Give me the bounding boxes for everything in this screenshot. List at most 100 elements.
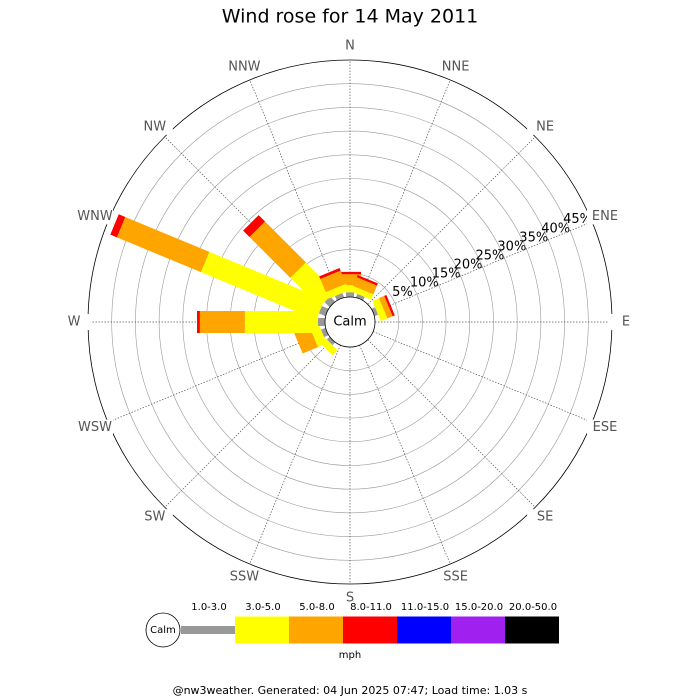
direction-label: NW xyxy=(144,119,167,134)
direction-label: NNW xyxy=(228,60,260,75)
bar-segment xyxy=(320,327,329,338)
direction-label: N xyxy=(345,39,355,54)
legend-swatch xyxy=(181,626,235,634)
legend-calm xyxy=(145,612,181,648)
bar-segment xyxy=(294,326,318,354)
spoke xyxy=(164,339,333,508)
bar-segment xyxy=(110,214,126,238)
direction-label: S xyxy=(346,591,354,606)
footer: @nw3weather. Generated: 04 Jun 2025 07:4… xyxy=(173,684,528,697)
r-tick-label: 30% xyxy=(497,239,526,254)
r-tick-label: 25% xyxy=(476,249,505,264)
bar-segment xyxy=(200,251,325,320)
bar-segment xyxy=(350,285,374,300)
direction-label: W xyxy=(68,315,81,330)
r-tick-label: 10% xyxy=(410,276,439,291)
legend-label: 15.0-20.0 xyxy=(455,602,503,613)
r-tick-label: 35% xyxy=(519,230,548,245)
legend-label: 8.0-11.0 xyxy=(350,602,392,613)
direction-label: SSW xyxy=(230,569,260,584)
label-bg xyxy=(586,208,623,225)
calm-circle xyxy=(324,296,376,348)
r-tick-label: 20% xyxy=(454,258,483,273)
label-bg xyxy=(586,419,623,436)
bar-segment xyxy=(353,277,377,295)
bar-segment xyxy=(326,336,336,346)
legend-calm-label: Calm xyxy=(150,625,176,636)
units-label: mph xyxy=(339,650,361,661)
bar-segment xyxy=(197,311,200,333)
legend-label: 11.0-15.0 xyxy=(401,602,449,613)
label-bg xyxy=(77,419,114,436)
spoke xyxy=(372,331,593,423)
spoke xyxy=(249,79,341,300)
bar-segment xyxy=(346,292,354,297)
calm-label: Calm xyxy=(333,315,366,330)
spoke xyxy=(359,79,451,300)
direction-label: ENE xyxy=(592,209,618,224)
bar-segment xyxy=(243,215,266,238)
legend-swatch xyxy=(343,616,397,644)
direction-label: SE xyxy=(537,510,553,525)
direction-label: WSW xyxy=(78,420,112,435)
bar-segment xyxy=(372,298,388,322)
spoke xyxy=(107,331,328,423)
legend-label: 5.0-8.0 xyxy=(299,602,334,613)
label-bg xyxy=(136,118,173,135)
direction-label: ESE xyxy=(593,420,618,435)
label-bg xyxy=(332,590,368,606)
r-tick-label: 45% xyxy=(563,212,592,227)
direction-label: WNW xyxy=(77,209,113,224)
bar-segment xyxy=(320,270,347,293)
r-tick-label: 15% xyxy=(432,267,461,282)
bar-segment xyxy=(244,311,318,333)
legend-label: 20.0-50.0 xyxy=(509,602,557,613)
bar-segment xyxy=(384,295,395,317)
label-bg xyxy=(437,59,474,76)
spoke xyxy=(367,136,536,305)
spoke xyxy=(249,344,341,565)
legend-swatch xyxy=(451,616,505,644)
bar-segment xyxy=(325,283,349,299)
label-bg xyxy=(608,314,644,330)
bar-segment xyxy=(324,296,336,308)
label-bg xyxy=(332,38,368,54)
bar-segment xyxy=(249,221,306,278)
bar-segment xyxy=(116,217,210,273)
direction-label: SW xyxy=(144,510,165,525)
direction-label: SSE xyxy=(443,569,468,584)
direction-label: NNE xyxy=(442,60,470,75)
bar-segment xyxy=(199,311,245,333)
label-bg xyxy=(437,568,474,585)
bar-segment xyxy=(378,295,393,319)
legend-label: 1.0-3.0 xyxy=(191,602,226,613)
r-tick-label: 5% xyxy=(392,285,413,300)
bar-segment xyxy=(317,318,325,326)
label-bg xyxy=(226,59,263,76)
label-bg xyxy=(77,208,114,225)
bar-segment xyxy=(355,293,365,301)
spoke xyxy=(372,221,593,313)
direction-label: E xyxy=(622,315,630,330)
legend-label: 3.0-5.0 xyxy=(245,602,280,613)
legend-swatch xyxy=(505,616,559,644)
bar-segment xyxy=(356,274,378,286)
label-bg xyxy=(527,118,564,135)
chart-title: Wind rose for 14 May 2011 xyxy=(222,6,479,28)
bar-segment xyxy=(339,271,361,275)
bar-segment xyxy=(319,267,341,280)
label-bg xyxy=(136,509,173,526)
label-bg xyxy=(527,509,564,526)
label-bg xyxy=(226,568,263,585)
bar-segment xyxy=(290,262,336,308)
r-tick-label: 40% xyxy=(541,221,570,236)
legend-swatch xyxy=(289,616,343,644)
spoke xyxy=(367,339,536,508)
bar-segment xyxy=(318,306,329,317)
bar-segment xyxy=(334,292,345,301)
legend-swatch xyxy=(235,616,289,644)
bar-segment xyxy=(371,307,379,317)
label-bg xyxy=(56,314,92,330)
legend-swatch xyxy=(397,616,451,644)
